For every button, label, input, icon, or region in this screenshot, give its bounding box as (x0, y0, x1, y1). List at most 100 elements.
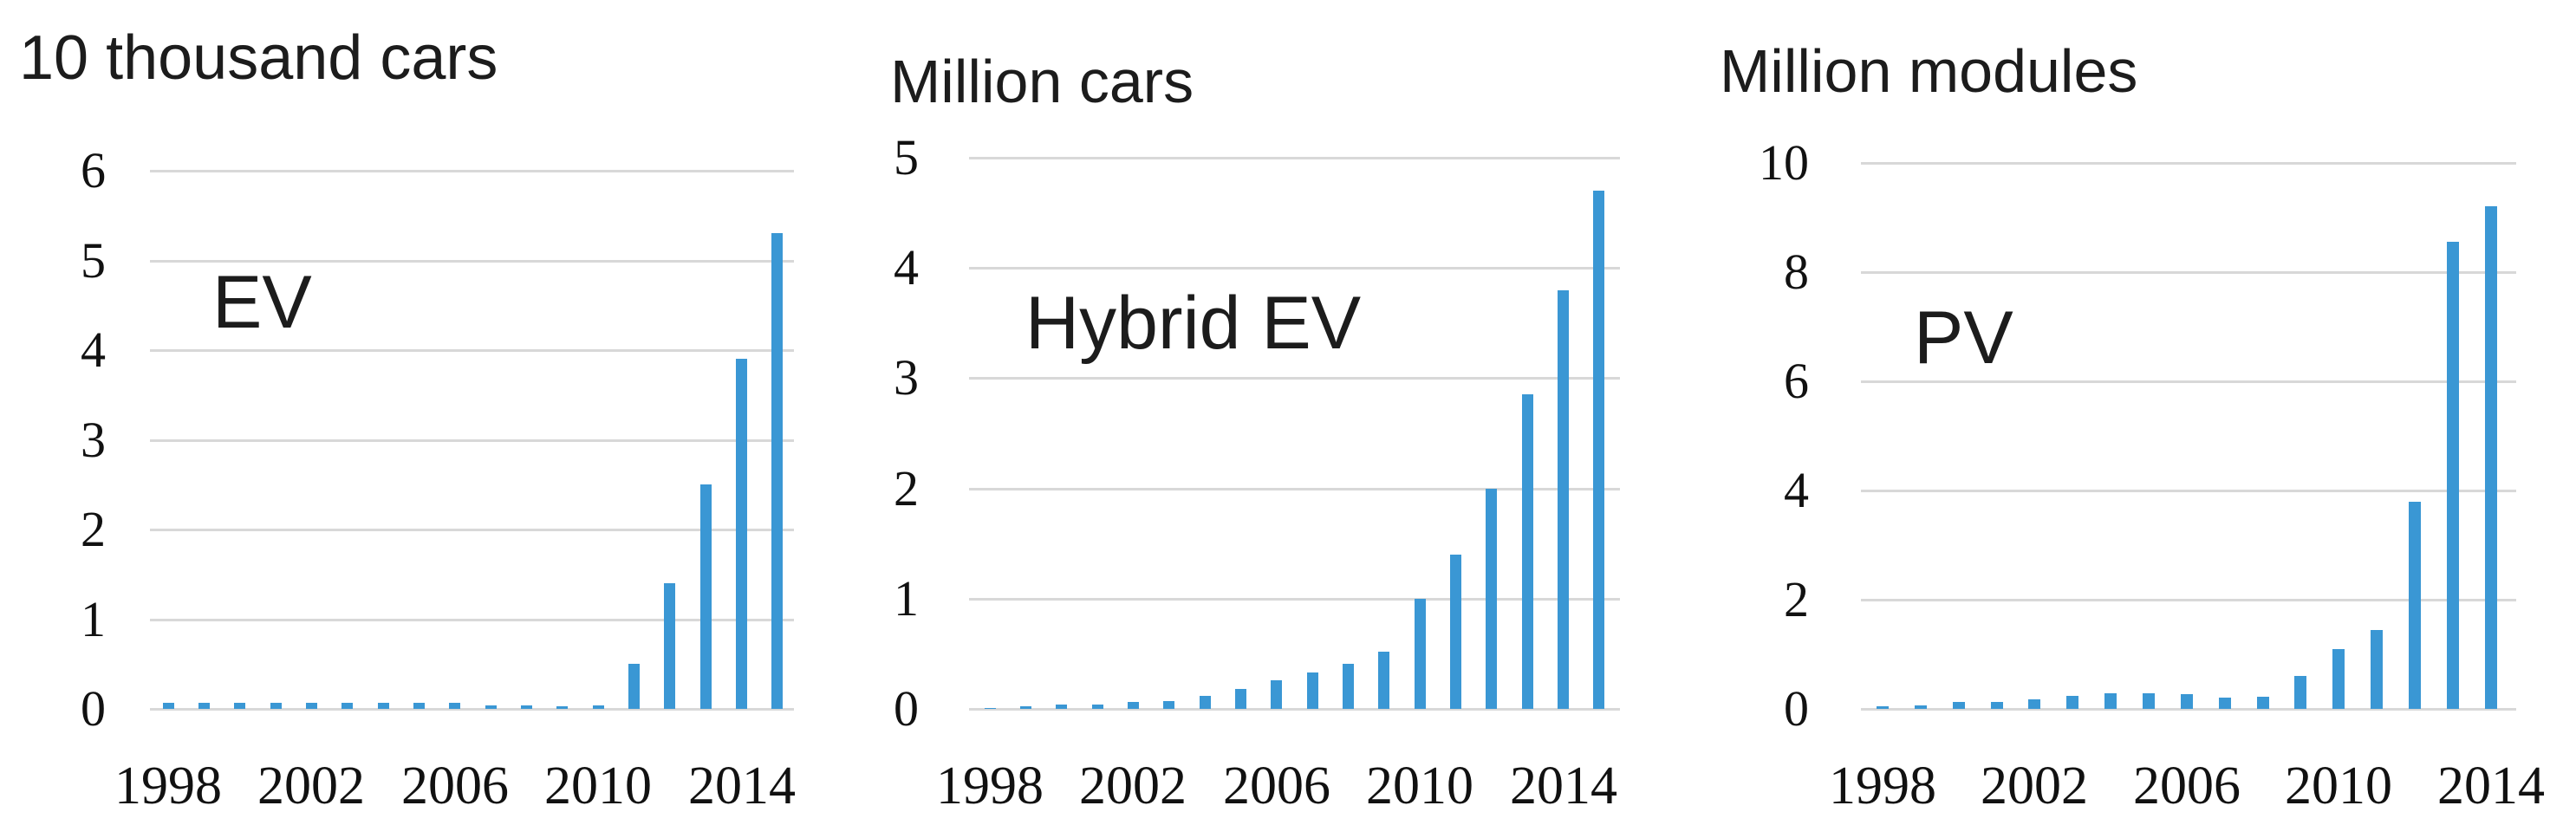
y-axis-unit-label-ev: 10 thousand cars (19, 23, 498, 93)
bar-2001 (1991, 702, 2003, 709)
bar-2012 (1486, 489, 1497, 709)
x-tick-label-2010: 2010 (1366, 757, 1473, 815)
bar-2008 (521, 705, 532, 709)
bar-2000 (1953, 702, 1965, 709)
y-tick-label-0: 0 (894, 680, 919, 737)
bar-2011 (2371, 630, 2383, 709)
gridline-4 (969, 267, 1620, 270)
gridline-5 (150, 260, 794, 263)
y-tick-label-4: 4 (1784, 462, 1809, 518)
bar-2004 (2104, 693, 2117, 709)
x-tick-label-2006: 2006 (2133, 757, 2241, 815)
x-tick-label-2002: 2002 (257, 757, 365, 815)
x-tick-label-2006: 2006 (401, 757, 509, 815)
x-tick-label-2014: 2014 (1510, 757, 1617, 815)
y-tick-label-4: 4 (81, 322, 106, 378)
bar-2002 (306, 703, 317, 709)
bar-2000 (1056, 705, 1067, 709)
bar-2007 (2219, 698, 2231, 709)
y-tick-label-2: 2 (1784, 571, 1809, 627)
x-tick-label-1998: 1998 (1829, 757, 1936, 815)
x-tick-label-2002: 2002 (1981, 757, 2088, 815)
bar-1999 (1915, 705, 1927, 709)
gridline-4 (150, 349, 794, 352)
series-label-hybrid-ev: Hybrid EV (1025, 282, 1362, 365)
gridline-0 (1861, 708, 2516, 711)
bar-2011 (1450, 555, 1461, 709)
bar-2009 (556, 706, 568, 709)
bar-2010 (1415, 599, 1426, 709)
bar-2010 (2332, 649, 2345, 709)
bar-2015 (771, 233, 783, 709)
bar-2005 (413, 703, 425, 709)
gridline-10 (1861, 162, 2516, 165)
bar-2013 (1522, 394, 1533, 709)
x-tick-label-2014: 2014 (2437, 757, 2545, 815)
bar-2008 (1343, 664, 1354, 709)
bar-2009 (1378, 652, 1389, 709)
gridline-2 (1861, 599, 2516, 601)
bar-2015 (1593, 191, 1604, 709)
bar-2011 (628, 664, 640, 709)
gridline-2 (150, 529, 794, 531)
bar-1998 (163, 703, 174, 709)
bar-2013 (2447, 242, 2459, 709)
y-tick-label-1: 1 (894, 570, 919, 627)
x-tick-label-1998: 1998 (936, 757, 1044, 815)
bar-2010 (593, 705, 604, 709)
y-tick-label-8: 8 (1784, 244, 1809, 300)
y-tick-label-5: 5 (894, 129, 919, 185)
bar-2003 (1163, 701, 1174, 709)
bar-2012 (2409, 502, 2421, 709)
y-tick-label-2: 2 (894, 460, 919, 516)
bar-2014 (736, 359, 747, 709)
bar-2007 (485, 705, 497, 709)
y-tick-label-6: 6 (1784, 353, 1809, 409)
bar-2013 (700, 484, 712, 709)
bar-2006 (1271, 680, 1282, 709)
y-tick-label-10: 10 (1759, 134, 1809, 191)
y-tick-label-3: 3 (81, 412, 106, 468)
gridline-6 (1861, 380, 2516, 383)
bar-1998 (1877, 706, 1889, 709)
bar-2012 (664, 583, 675, 709)
x-tick-label-2014: 2014 (688, 757, 796, 815)
gridline-6 (150, 170, 794, 172)
y-tick-label-4: 4 (894, 239, 919, 296)
bar-2001 (1092, 705, 1103, 709)
bar-2004 (1200, 696, 1211, 709)
bar-1998 (985, 708, 996, 709)
bar-2002 (2028, 699, 2040, 709)
bar-1999 (198, 703, 210, 709)
gridline-0 (969, 708, 1620, 711)
gridline-5 (969, 157, 1620, 159)
x-tick-label-2010: 2010 (544, 757, 652, 815)
gridline-3 (969, 377, 1620, 380)
x-tick-label-2006: 2006 (1223, 757, 1330, 815)
x-tick-label-2002: 2002 (1079, 757, 1187, 815)
gridline-1 (969, 598, 1620, 601)
gridline-8 (1861, 271, 2516, 274)
x-tick-label-1998: 1998 (114, 757, 222, 815)
bar-2009 (2294, 676, 2306, 709)
x-tick-label-2010: 2010 (2285, 757, 2392, 815)
gridline-4 (1861, 490, 2516, 492)
bar-2014 (1558, 290, 1569, 709)
y-tick-label-0: 0 (81, 680, 106, 737)
bar-2000 (234, 703, 245, 709)
bar-1999 (1020, 706, 1031, 709)
bar-2006 (2181, 694, 2193, 709)
bar-2003 (2066, 696, 2078, 709)
bar-2006 (449, 703, 460, 709)
bar-2014 (2485, 206, 2497, 709)
y-axis-unit-label-hybrid-ev: Million cars (890, 48, 1194, 115)
series-label-pv: PV (1914, 296, 2013, 380)
y-tick-label-1: 1 (81, 591, 106, 647)
bar-2003 (342, 703, 353, 709)
bar-2001 (270, 703, 282, 709)
y-axis-unit-label-pv: Million modules (1720, 37, 2138, 105)
gridline-3 (150, 439, 794, 442)
bar-2007 (1307, 672, 1318, 709)
bar-2005 (1235, 689, 1246, 709)
